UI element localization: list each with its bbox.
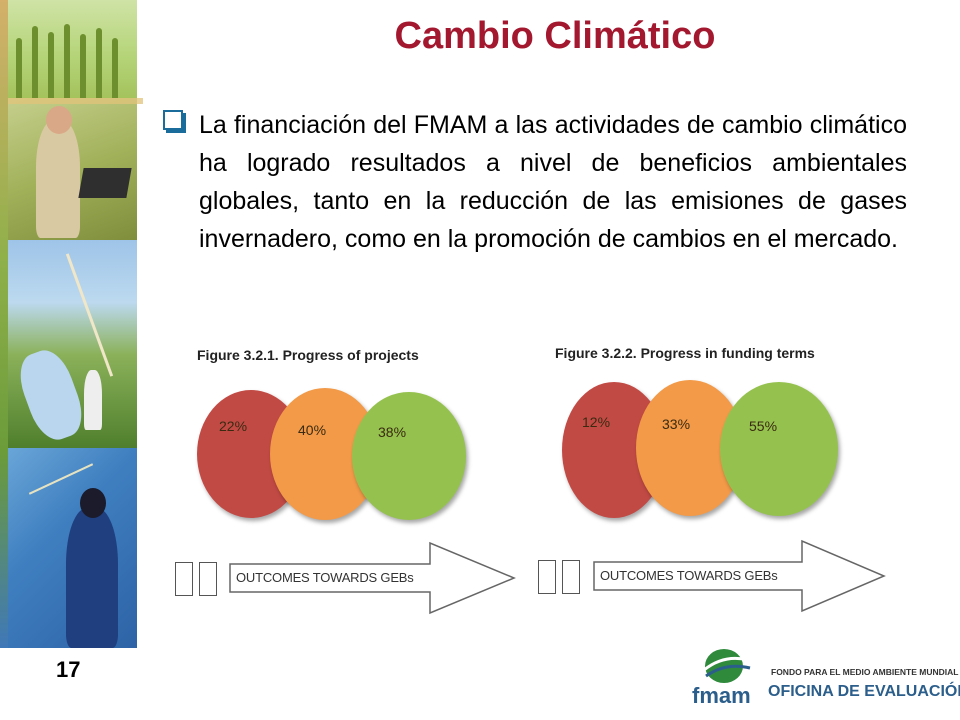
figure-1-outcome-label: OUTCOMES TOWARDS GEBs bbox=[236, 570, 414, 585]
slide-title: Cambio Climático bbox=[394, 15, 716, 57]
photo-strip bbox=[0, 0, 143, 648]
figure-2-outcome-arrow bbox=[593, 539, 886, 613]
measure-rule bbox=[0, 98, 143, 104]
globe-icon bbox=[703, 649, 751, 683]
logo-line-1: FONDO PARA EL MEDIO AMBIENTE MUNDIAL bbox=[771, 667, 959, 677]
figure-1-value-2: 40% bbox=[298, 422, 327, 438]
strip-edge bbox=[0, 0, 8, 648]
square-bullet-icon bbox=[163, 110, 183, 130]
figure-2-title: Figure 3.2.2. Progress in funding terms bbox=[555, 345, 815, 361]
logo-line-2: OFICINA DE EVALUACIÓN bbox=[768, 683, 960, 700]
wetland-photo bbox=[6, 240, 137, 448]
page-number: 17 bbox=[56, 657, 81, 682]
figure-1-circle-green bbox=[352, 392, 466, 520]
figure-1-value-3: 38% bbox=[378, 424, 407, 440]
figure-2-box-1 bbox=[538, 560, 556, 594]
logo-word: fmam bbox=[692, 683, 751, 708]
figure-2-box-2 bbox=[562, 560, 580, 594]
man-with-laptop-photo bbox=[6, 98, 137, 240]
figure-1-outcome-arrow bbox=[229, 541, 516, 615]
figure-1-box-2 bbox=[199, 562, 217, 596]
bullet-text: La financiación del FMAM a las actividad… bbox=[199, 111, 907, 253]
figure-2-value-1: 12% bbox=[582, 414, 611, 430]
figure-2-value-2: 33% bbox=[662, 416, 691, 432]
figure-2-outcome-label: OUTCOMES TOWARDS GEBs bbox=[600, 568, 778, 583]
figure-2-value-3: 55% bbox=[749, 418, 778, 434]
figure-1-value-1: 22% bbox=[219, 418, 248, 434]
trees-photo bbox=[6, 0, 137, 98]
figure-1-box-1 bbox=[175, 562, 193, 596]
figure-2-circle-green bbox=[720, 382, 838, 516]
figure-1-title: Figure 3.2.1. Progress of projects bbox=[197, 347, 419, 363]
woman-at-screen-photo bbox=[6, 448, 137, 648]
